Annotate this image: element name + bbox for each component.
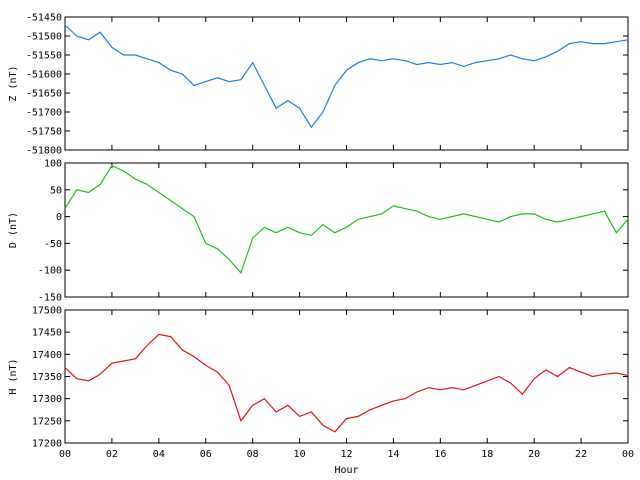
y-tick-label: -51650 (26, 89, 62, 100)
plot-frame (64, 16, 629, 151)
x-tick-label: 08 (247, 449, 259, 460)
y-tick-label: 50 (50, 185, 62, 196)
data-line (64, 164, 629, 275)
y-tick-label: -51800 (26, 146, 62, 157)
y-axis-label: H (nT) (8, 358, 19, 394)
y-tick-label: -50 (44, 239, 62, 250)
x-tick-label: 12 (340, 449, 352, 460)
y-tick-label: 17400 (32, 350, 62, 361)
y-tick-label: 17350 (32, 372, 62, 383)
x-tick-label: 22 (575, 449, 587, 460)
data-line (64, 333, 629, 433)
x-tick-label: 04 (153, 449, 165, 460)
data-line (64, 24, 629, 129)
y-tick-label: -51600 (26, 70, 62, 81)
y-axis-label: D (nT) (8, 212, 19, 248)
y-tick-label: -51500 (26, 32, 62, 43)
y-tick-label: -100 (38, 266, 62, 277)
x-tick-label: 06 (200, 449, 212, 460)
y-tick-label: -51750 (26, 127, 62, 138)
y-tick-label: 17250 (32, 416, 62, 427)
y-tick-label: -51550 (26, 51, 62, 62)
y-tick-label: 17500 (32, 306, 62, 317)
y-tick-label: 100 (44, 159, 62, 170)
y-tick-label: 17300 (32, 394, 62, 405)
x-tick-label: 18 (481, 449, 493, 460)
y-tick-label: 0 (56, 212, 62, 223)
plot-frame (64, 162, 629, 298)
y-tick-label: -150 (38, 293, 62, 304)
x-tick-label: 16 (434, 449, 446, 460)
x-tick-label: 00 (59, 449, 71, 460)
x-axis-label: Hour (334, 465, 358, 476)
x-tick-label: 02 (106, 449, 118, 460)
y-tick-label: 17450 (32, 328, 62, 339)
x-tick-label: 20 (528, 449, 540, 460)
y-tick-label: -51700 (26, 108, 62, 119)
x-tick-label: 14 (387, 449, 399, 460)
x-tick-label: 00 (622, 449, 634, 460)
y-tick-label: -51450 (26, 13, 62, 24)
plot-frame (64, 309, 629, 444)
y-tick-label: 17200 (32, 439, 62, 450)
x-tick-label: 10 (294, 449, 306, 460)
y-axis-label: Z (nT) (8, 65, 19, 101)
